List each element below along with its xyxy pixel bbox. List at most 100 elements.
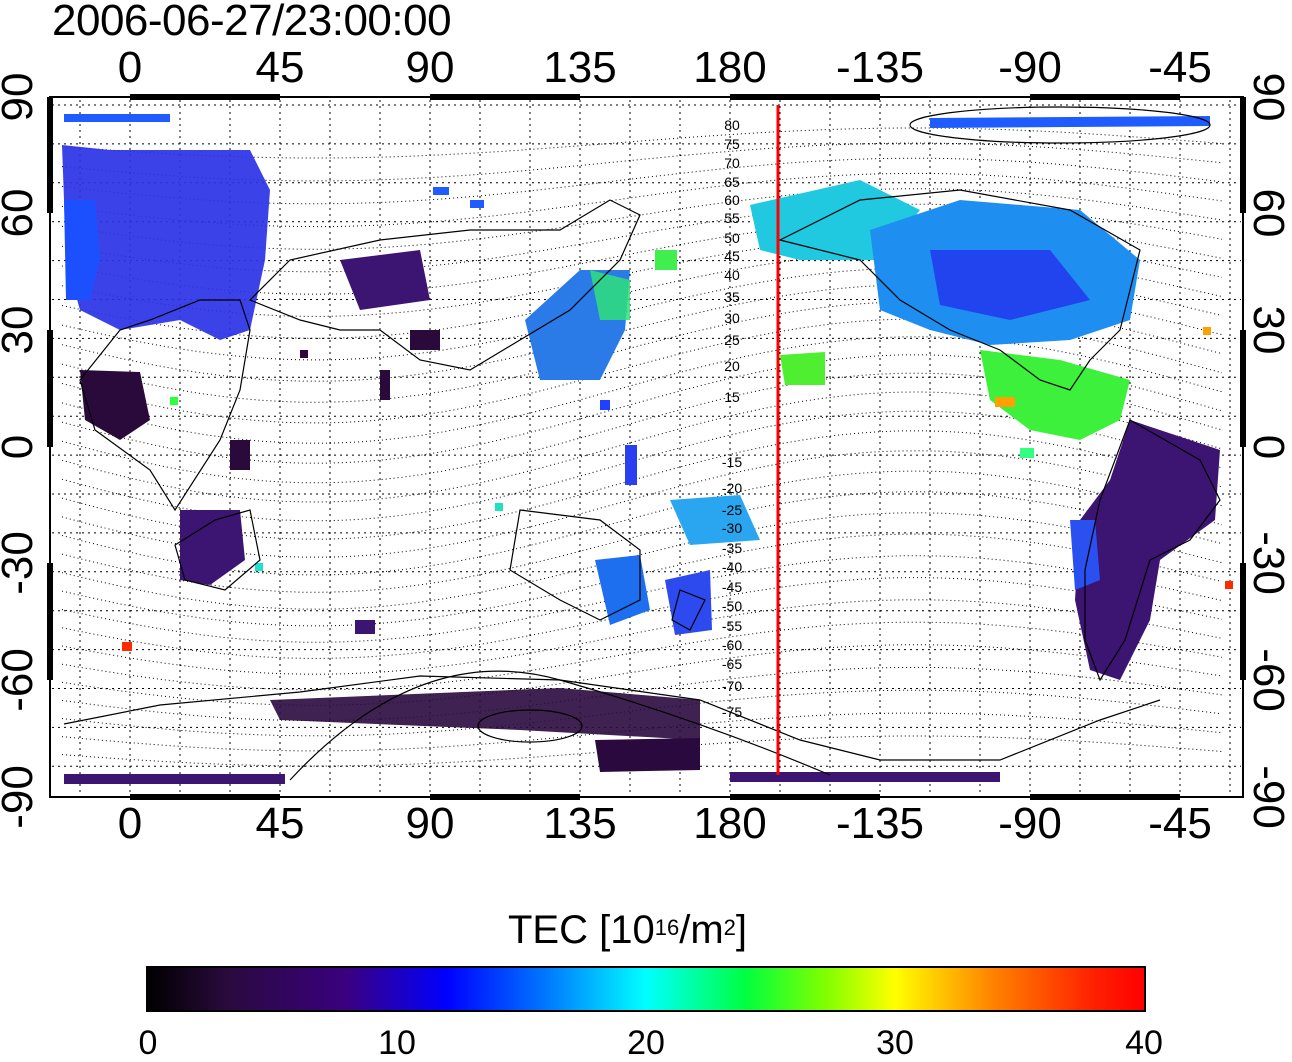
lat-tick-left: -30 <box>0 531 42 595</box>
tec-region-europe <box>62 145 270 340</box>
tec-cell <box>655 250 677 270</box>
tec-cell <box>495 503 503 511</box>
contour-line <box>61 267 1223 361</box>
lat-tick-left: 0 <box>0 435 42 459</box>
tec-region-south-america <box>1075 420 1220 680</box>
lat-tick-right: -60 <box>1244 648 1292 712</box>
tec-region-central-asia <box>340 250 430 310</box>
contour-label: -70 <box>721 678 743 694</box>
tec-region-pacific <box>670 495 760 545</box>
contour-line <box>61 284 1223 382</box>
tec-region-antarctic-2 <box>595 738 700 772</box>
contour-label: -45 <box>721 579 743 595</box>
tec-cell <box>600 400 610 410</box>
lat-tick-right: -30 <box>1244 531 1292 595</box>
contour-label: 65 <box>724 174 740 190</box>
tec-region-australia <box>595 555 650 625</box>
tec-cell <box>410 330 440 350</box>
tec-region-southern-africa <box>180 510 245 585</box>
colorbar <box>146 966 1146 1012</box>
tec-region-hawaii <box>780 352 825 385</box>
lon-tick-top: 0 <box>117 43 143 92</box>
axis-tick-bars <box>47 94 1246 800</box>
tec-region-antarctic-1 <box>270 688 700 740</box>
tec-cell <box>1225 581 1233 589</box>
colorbar-tick-label: 0 <box>138 1024 158 1062</box>
tec-region-arctic-top-2 <box>64 114 170 122</box>
lon-tick-top: 45 <box>255 43 305 92</box>
tec-region-nz <box>665 570 712 635</box>
lon-tick-top: -135 <box>835 43 925 92</box>
lon-tick-bottom: 0 <box>117 799 143 848</box>
lon-tick-bottom: 180 <box>693 799 767 848</box>
tec-cell <box>230 440 250 470</box>
lat-tick-right: 30 <box>1244 305 1292 355</box>
tec-cell <box>1203 327 1211 335</box>
contour-label: -15 <box>721 454 743 470</box>
lat-tick-left: 30 <box>0 305 42 355</box>
lat-tick-left: -60 <box>0 648 42 712</box>
lon-tick-top: -90 <box>998 43 1062 92</box>
contour-label: -55 <box>721 618 743 634</box>
lon-tick-top: 180 <box>693 43 767 92</box>
tec-region-antarctic-3 <box>64 774 285 784</box>
contour-label: -65 <box>721 656 743 672</box>
contour-line <box>61 203 1223 273</box>
colorbar-tick-label: 30 <box>876 1024 914 1062</box>
lat-tick-right: -90 <box>1244 765 1292 829</box>
contour-line <box>61 127 1223 159</box>
contour-label: 50 <box>724 230 740 246</box>
contour-label: 40 <box>724 267 740 283</box>
tec-region-us-core <box>930 250 1090 320</box>
contour-label: -40 <box>721 559 743 575</box>
contour-label: 20 <box>724 358 740 374</box>
map-title: 2006-06-27/23:00:00 <box>52 0 452 45</box>
lat-tick-left: -90 <box>0 765 42 829</box>
contour-label: -50 <box>721 598 743 614</box>
colorbar-tick-label: 10 <box>378 1024 416 1062</box>
tec-cell <box>170 397 178 405</box>
contour-label: -20 <box>721 480 743 496</box>
contour-line <box>61 712 1223 752</box>
contour-line <box>61 621 1223 691</box>
contour-label: 60 <box>724 192 740 208</box>
lon-tick-bottom: 45 <box>255 799 305 848</box>
lon-tick-bottom: -135 <box>835 799 925 848</box>
lat-tick-left: 60 <box>0 188 42 238</box>
contour-label: 80 <box>724 117 740 133</box>
coastlines <box>63 106 1221 781</box>
contour-label: 75 <box>724 136 740 152</box>
tec-region-africa-north <box>80 370 150 440</box>
tec-cell <box>300 350 308 358</box>
tec-data-cells <box>62 114 1233 784</box>
tec-cell <box>470 200 484 208</box>
lon-tick-bottom: -90 <box>998 799 1062 848</box>
contour-label: -25 <box>721 502 743 518</box>
tec-cell <box>380 370 390 400</box>
contour-label: -75 <box>721 704 743 720</box>
tec-cell <box>122 642 132 651</box>
contour-label: 25 <box>724 332 740 348</box>
tec-cell <box>433 187 449 195</box>
contour-label: -35 <box>721 540 743 556</box>
lon-tick-top: -45 <box>1148 43 1212 92</box>
contour-line <box>61 142 1223 182</box>
lat-tick-right: 0 <box>1244 434 1292 460</box>
colorbar-tick-label: 20 <box>627 1024 665 1062</box>
contour-label: -30 <box>721 520 743 536</box>
lat-tick-right: 60 <box>1244 188 1292 238</box>
lon-tick-bottom: 135 <box>543 799 617 848</box>
tec-region-central-america <box>980 350 1130 440</box>
lat-tick-right: 90 <box>1244 72 1292 122</box>
lon-tick-top: 135 <box>543 43 617 92</box>
tec-cell <box>255 563 263 571</box>
tec-cell <box>625 445 637 485</box>
contour-label: 30 <box>724 310 740 326</box>
contour-line <box>61 491 1223 593</box>
contour-label: 35 <box>724 289 740 305</box>
lat-tick-left: 90 <box>0 72 42 122</box>
tec-cell <box>1020 448 1034 458</box>
colorbar-label: TEC [1016/m2] <box>508 908 748 952</box>
contour-label: -60 <box>721 637 743 653</box>
